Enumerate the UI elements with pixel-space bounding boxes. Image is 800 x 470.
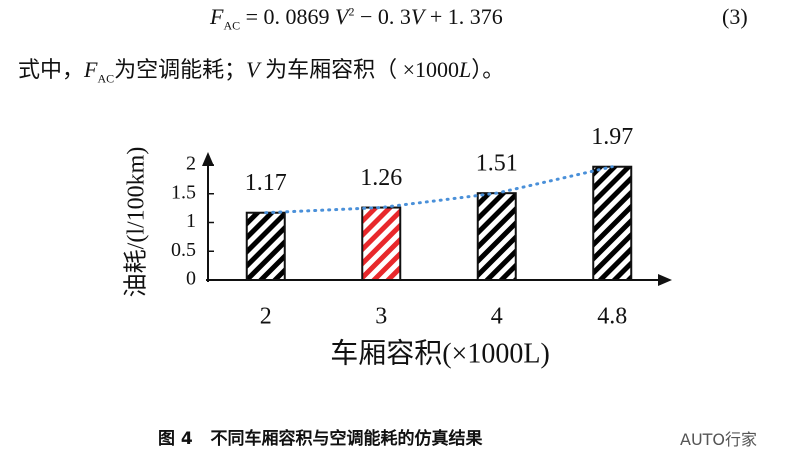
def-part: L [459,57,472,82]
eq-part: − 0. 3 [354,4,411,29]
watermark: AUTO行家 [680,430,758,449]
y-arrow [202,152,214,166]
x-tick-label: 4.8 [597,304,627,330]
y-axis-label: 油耗/(l/100km) [123,147,150,298]
x-arrow [658,274,672,286]
x-tick-label: 2 [260,304,272,330]
eq-part: F [210,4,224,29]
caption-label: 图 4 [158,429,193,449]
def-part: 式中， [18,57,85,82]
caption: 图 4 不同车厢容积与空调能耗的仿真结果 [158,424,483,449]
value-label: 1.97 [591,124,633,150]
x-tick-label: 4 [491,304,503,330]
bar [245,211,286,282]
eq-part: V [410,4,425,29]
y-tick-label: 1 [186,210,196,232]
eq-part: 2 [348,4,355,19]
def-part: F [84,57,98,82]
y-tick-label: 0.5 [171,239,196,261]
def-part: 为车厢容积（ ×1000 [259,57,460,82]
caption-text: 不同车厢容积与空调能耗的仿真结果 [210,429,483,449]
def-part: ）。 [471,57,505,82]
chart: 油耗/(l/100km) 车厢容积(×1000L) 0 0.5 1 1.5 2 2 1.17… [123,124,672,369]
definition: 式中，FAC为空调能耗；V 为车厢容积（ ×1000L）。 [18,52,504,86]
def-part: AC [97,71,115,86]
eq-part: V [335,4,349,29]
bar [361,206,402,281]
eq-part: AC [223,18,241,33]
value-label: 1.26 [360,165,402,191]
y-tick-label: 2 [186,153,196,175]
y-tick-label: 0 [186,268,196,290]
trendline [264,165,614,215]
value-label: 1.17 [245,170,287,196]
x-tick-label: 3 [375,304,387,330]
eq-part: = 0. 0869 [245,4,336,29]
value-label: 1.51 [476,151,518,177]
equation-number: (3) [722,4,748,29]
equation: FAC = 0. 0869 V2 − 0. 3V + 1. 376 [210,4,503,33]
bar [592,165,633,282]
def-part: V [246,57,260,82]
def-part: 为空调能耗； [114,57,247,82]
eq-part: + 1. 376 [424,4,503,29]
y-tick-label: 1.5 [171,181,196,203]
bar [476,192,517,281]
x-axis-label: 车厢容积(×1000L) [330,337,550,369]
